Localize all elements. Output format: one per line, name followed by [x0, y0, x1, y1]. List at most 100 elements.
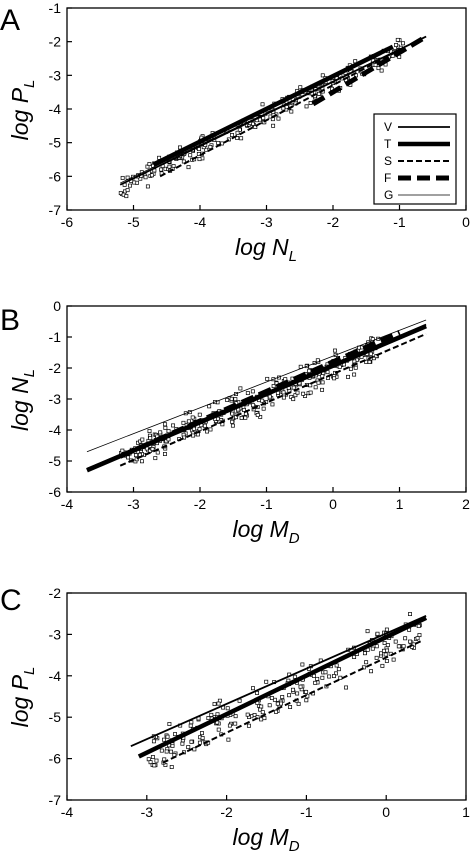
data-point	[408, 639, 413, 644]
x-axis-label-a: log NL	[235, 234, 297, 265]
panel-c: C -4 -3 -2 -1 0 1 -7 -6 -5 -4 -3 -2 log PL log MD	[0, 584, 470, 855]
data-point	[186, 165, 191, 170]
data-point	[134, 453, 138, 458]
y-tick-label: -1	[49, 0, 62, 16]
data-point	[230, 411, 235, 416]
data-point	[233, 714, 238, 719]
data-point	[126, 455, 130, 460]
data-point	[265, 376, 270, 381]
data-point	[316, 380, 321, 385]
data-point	[264, 679, 269, 684]
data-point	[401, 644, 406, 649]
x-tick-label: 1	[396, 496, 404, 512]
data-point	[271, 123, 276, 128]
y-tick-label: -5	[49, 453, 62, 469]
data-point	[308, 101, 313, 105]
x-axis-label-b: log MD	[232, 516, 299, 547]
data-point	[396, 644, 401, 649]
data-point	[369, 669, 374, 674]
panel-b: B -4 -3 -2 -1 0 1 2 -6 -5 -4 -3 -2 -1 0 log NL log MD	[0, 298, 470, 547]
data-point	[158, 430, 163, 435]
data-point	[147, 162, 152, 166]
data-point	[403, 636, 408, 641]
data-point	[216, 701, 221, 706]
data-point	[316, 91, 321, 96]
data-point	[163, 425, 168, 430]
data-point	[267, 703, 272, 708]
data-point	[233, 397, 238, 402]
data-point	[281, 390, 286, 395]
panel-letter-b: B	[0, 304, 20, 337]
data-point	[190, 415, 195, 420]
data-point	[243, 415, 248, 420]
data-point	[258, 414, 263, 419]
data-point	[298, 684, 303, 689]
data-point	[255, 413, 260, 417]
fit-lines-c	[130, 614, 428, 764]
x-tick-label: -4	[61, 496, 74, 512]
data-point	[379, 651, 383, 656]
data-point	[364, 359, 369, 364]
data-point	[280, 695, 285, 699]
data-point	[380, 663, 385, 668]
data-point	[320, 380, 325, 385]
data-point	[308, 390, 313, 395]
data-point	[384, 658, 389, 663]
data-point	[291, 687, 295, 692]
data-point	[163, 452, 167, 456]
data-point	[155, 450, 160, 455]
data-point	[239, 136, 244, 141]
data-point	[327, 674, 332, 679]
legend-box	[373, 113, 457, 205]
data-point	[279, 701, 283, 706]
data-point	[166, 429, 171, 434]
y-axis-label-c: log PL	[7, 667, 38, 728]
fit-line-v	[130, 614, 427, 748]
data-point	[395, 37, 400, 42]
data-point	[148, 760, 153, 765]
data-point	[298, 85, 303, 90]
data-point	[173, 732, 177, 737]
data-point	[276, 116, 281, 121]
legend-label-s: S	[384, 154, 392, 168]
data-point	[139, 459, 144, 464]
data-point	[394, 43, 399, 47]
data-point	[353, 365, 358, 370]
data-point	[323, 670, 328, 675]
data-point	[281, 395, 286, 400]
data-point	[197, 740, 202, 745]
y-axis-label-b: log NL	[7, 369, 38, 431]
data-point	[204, 147, 209, 152]
data-point	[150, 173, 154, 178]
y-axis-label-a: log PL	[7, 80, 38, 141]
panel-letter-a: A	[0, 4, 20, 37]
data-point	[209, 712, 214, 717]
data-point	[401, 41, 405, 46]
data-point	[365, 629, 370, 634]
data-point	[274, 709, 278, 714]
data-point	[207, 404, 212, 409]
data-point	[124, 194, 129, 199]
y-tick-label: -4	[49, 101, 62, 117]
data-point	[375, 631, 380, 636]
data-point	[203, 423, 207, 428]
data-point	[262, 716, 267, 721]
data-point	[320, 73, 325, 78]
y-tick-label: -3	[49, 626, 62, 642]
x-tick-label: -1	[393, 214, 406, 230]
data-point	[192, 747, 197, 752]
data-point	[227, 723, 232, 728]
data-point	[180, 741, 185, 746]
data-point	[147, 429, 152, 434]
data-point	[320, 675, 325, 680]
data-point	[393, 639, 398, 644]
data-point	[258, 707, 263, 712]
y-tick-label: -3	[49, 67, 62, 83]
data-point	[281, 106, 286, 111]
data-point	[334, 663, 339, 668]
data-point	[364, 660, 369, 665]
data-point	[208, 145, 213, 149]
data-point	[304, 104, 309, 109]
data-point	[334, 671, 338, 676]
data-point	[245, 712, 250, 717]
